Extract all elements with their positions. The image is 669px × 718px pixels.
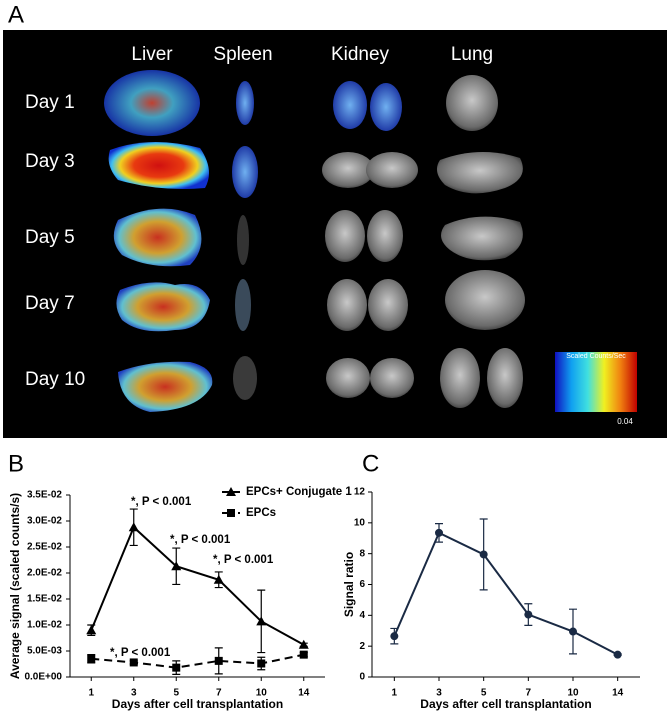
panel-label: B bbox=[8, 450, 24, 477]
data-point bbox=[172, 663, 181, 672]
x-tick-label: 10 bbox=[567, 688, 579, 699]
series-line bbox=[91, 653, 304, 669]
legend-marker bbox=[227, 509, 235, 517]
y-tick-label: 3.5E-02 bbox=[27, 490, 62, 501]
column-label: Liver bbox=[131, 44, 173, 65]
x-tick-label: 14 bbox=[612, 688, 624, 699]
y-tick-label: 10 bbox=[354, 517, 366, 528]
colorbar-title: Scaled Counts/Sec bbox=[566, 353, 626, 360]
data-point bbox=[524, 610, 533, 619]
x-tick-label: 10 bbox=[256, 688, 268, 699]
annotation: *, P < 0.001 bbox=[170, 534, 231, 546]
column-label: Kidney bbox=[331, 44, 390, 65]
data-point bbox=[213, 574, 224, 584]
y-axis-label: Average signal (scaled counts/s) bbox=[8, 493, 22, 679]
y-tick-label: 0 bbox=[359, 672, 365, 683]
row-label: Day 3 bbox=[25, 151, 75, 172]
legend-marker bbox=[226, 487, 236, 496]
y-tick-label: 4 bbox=[359, 610, 365, 621]
x-axis-label: Days after cell transplantation bbox=[112, 697, 283, 711]
y-tick-label: 1.0E-02 bbox=[27, 620, 62, 631]
y-tick-label: 3.0E-02 bbox=[27, 516, 62, 527]
row-label: Day 7 bbox=[25, 293, 75, 314]
x-tick-label: 3 bbox=[436, 688, 442, 699]
series-line bbox=[90, 525, 305, 646]
data-point bbox=[128, 522, 139, 532]
x-tick-label: 1 bbox=[88, 688, 94, 699]
panel-label: A bbox=[8, 1, 24, 28]
y-tick-label: 6 bbox=[359, 579, 365, 590]
y-tick-label: 2.5E-02 bbox=[27, 542, 62, 553]
y-tick-label: 12 bbox=[354, 487, 366, 498]
y-tick-label: 2 bbox=[359, 641, 365, 652]
row-label: Day 5 bbox=[25, 227, 75, 248]
annotation: *, P < 0.001 bbox=[131, 496, 192, 508]
data-point bbox=[435, 528, 443, 537]
y-tick-label: 1.5E-02 bbox=[27, 594, 62, 605]
legend-label: EPCs bbox=[246, 507, 276, 519]
y-axis-label: Signal ratio bbox=[342, 552, 356, 617]
data-point bbox=[87, 654, 96, 663]
legend-label: EPCs+ Conjugate 1 bbox=[246, 486, 352, 498]
x-tick-label: 14 bbox=[298, 688, 310, 699]
x-tick-label: 5 bbox=[481, 688, 487, 699]
y-tick-label: 0.0E+00 bbox=[24, 672, 62, 683]
row-label: Day 10 bbox=[25, 369, 85, 390]
data-point bbox=[86, 625, 97, 635]
panel-label: C bbox=[362, 450, 379, 477]
x-tick-label: 7 bbox=[526, 688, 532, 699]
x-tick-label: 3 bbox=[131, 688, 137, 699]
annotation: *, P < 0.001 bbox=[110, 647, 171, 659]
column-label: Lung bbox=[451, 44, 493, 65]
colorbar-max: 0.04 bbox=[617, 417, 633, 426]
column-label: Spleen bbox=[213, 44, 272, 65]
data-point bbox=[214, 656, 223, 665]
data-point bbox=[256, 616, 267, 626]
x-tick-label: 7 bbox=[216, 688, 222, 699]
row-label: Day 1 bbox=[25, 92, 75, 113]
colorbar bbox=[555, 352, 637, 412]
organ-images bbox=[104, 70, 525, 412]
x-axis-label: Days after cell transplantation bbox=[420, 697, 591, 711]
y-tick-label: 5.0E-03 bbox=[27, 646, 62, 657]
data-point bbox=[390, 632, 399, 641]
data-point bbox=[613, 650, 622, 659]
annotation: *, P < 0.001 bbox=[213, 554, 274, 566]
series-line bbox=[393, 531, 619, 656]
data-point bbox=[569, 627, 577, 636]
data-point bbox=[299, 650, 308, 659]
data-point bbox=[257, 659, 266, 668]
y-tick-label: 8 bbox=[359, 548, 365, 559]
data-point bbox=[298, 639, 309, 649]
y-tick-label: 2.0E-02 bbox=[27, 568, 62, 579]
data-point bbox=[129, 658, 138, 667]
data-point bbox=[171, 561, 182, 571]
x-tick-label: 5 bbox=[173, 688, 179, 699]
x-tick-label: 1 bbox=[392, 688, 398, 699]
data-point bbox=[479, 550, 488, 559]
